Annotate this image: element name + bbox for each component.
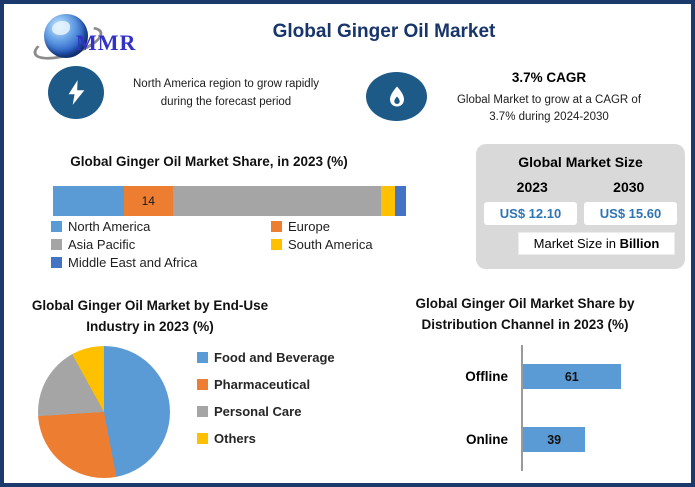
segment-north-america <box>53 186 124 216</box>
dist-category-label: Online <box>465 432 508 447</box>
legend-label: Middle East and Africa <box>68 255 198 270</box>
distribution-bars: Offline 61 Online 39 <box>399 345 684 471</box>
legend-item-middle-east-and-africa: Middle East and Africa <box>51 255 271 270</box>
logo-text: MMR <box>76 30 137 55</box>
year-2023-label: 2023 <box>516 179 548 195</box>
segment-asia-pacific <box>173 186 382 216</box>
legend-swatch <box>197 352 208 363</box>
year-2030-label: 2030 <box>613 179 645 195</box>
legend-swatch <box>197 379 208 390</box>
callout-cagr: 3.7% CAGR Global Market to grow at a CAG… <box>444 70 654 127</box>
distribution-bar-chart: Offline 61 Online 39 <box>399 345 684 471</box>
segment-south-america <box>381 186 396 216</box>
lightning-icon <box>48 66 104 119</box>
flame-icon <box>366 72 427 121</box>
cagr-headline: 3.7% CAGR <box>511 70 587 85</box>
legend-swatch <box>51 239 62 250</box>
legend-label: Food and Beverage <box>214 350 335 365</box>
legend-item-others: Others <box>197 431 335 446</box>
globe-sphere <box>44 14 88 58</box>
page-title: Global Ginger Oil Market <box>272 21 496 42</box>
end-use-pie-chart <box>38 346 170 478</box>
legend-label: Others <box>214 431 256 446</box>
market-share-chart-title: Global Ginger Oil Market Share, in 2023 … <box>70 154 348 169</box>
cagr-body: Global Market to grow at a CAGR of 3.7% … <box>456 94 642 124</box>
end-use-legend: Food and Beverage Pharmaceutical Personal … <box>197 350 335 446</box>
value-2030: US$ 15.60 <box>584 202 677 225</box>
legend-item-asia-pacific: Asia Pacific <box>51 237 271 252</box>
legend-item-south-america: South America <box>271 237 421 252</box>
mmr-logo: MMR <box>29 8 172 67</box>
unit-note-bold: Billion <box>619 236 660 251</box>
market-size-values: US$ 12.10 US$ 15.60 <box>484 202 677 225</box>
legend-item-europe: Europe <box>271 219 421 234</box>
end-use-chart-title: Global Ginger Oil Market by End-Use Indu… <box>31 298 269 334</box>
legend-item-pharmaceutical: Pharmaceutical <box>197 377 335 392</box>
legend-label: Personal Care <box>214 404 302 419</box>
distribution-chart-title: Global Ginger Oil Market Share by Distri… <box>415 296 635 332</box>
legend-item-north-america: North America <box>51 219 271 234</box>
legend-label: South America <box>288 237 373 252</box>
globe-icon <box>29 14 107 67</box>
legend-swatch <box>197 406 208 417</box>
segment-middle-east-and-africa <box>395 186 406 216</box>
legend-swatch <box>271 221 282 232</box>
legend-label: North America <box>68 219 151 234</box>
legend-swatch <box>197 433 208 444</box>
legend-item-food-and-beverage: Food and Beverage <box>197 350 335 365</box>
dist-row-offline: Offline 61 <box>399 364 684 390</box>
dist-bar-offline: 61 <box>523 364 621 389</box>
dist-category-label: Offline <box>465 369 508 384</box>
segment-europe: 14 <box>123 186 173 216</box>
legend-label: Europe <box>288 219 330 234</box>
legend-swatch <box>271 239 282 250</box>
market-share-legend: North America Europe Asia Pacific South Ame… <box>51 219 421 270</box>
callout-north-america-text: North America region to grow rapidly dur… <box>133 78 319 109</box>
legend-label: Pharmaceutical <box>214 377 311 392</box>
value-2023: US$ 12.10 <box>484 202 577 225</box>
market-size-title: Global Market Size <box>518 154 643 170</box>
unit-note-prefix: Market Size in <box>533 236 620 251</box>
dist-bar-online: 39 <box>523 427 586 452</box>
flame-glyph <box>389 86 404 106</box>
legend-swatch <box>51 221 62 232</box>
lightning-glyph <box>68 80 84 105</box>
market-share-stacked-bar: 14 <box>53 186 406 216</box>
market-size-years: 2023 2030 <box>484 179 677 195</box>
dist-row-online: Online 39 <box>399 427 684 453</box>
market-size-card: Global Market Size 2023 2030 US$ 12.10 U… <box>476 144 685 269</box>
legend-swatch <box>51 257 62 268</box>
legend-label: Asia Pacific <box>68 237 136 252</box>
legend-item-personal-care: Personal Care <box>197 404 335 419</box>
market-size-unit-note: Market Size in Billion <box>518 232 675 255</box>
distribution-axis-line <box>521 345 523 471</box>
